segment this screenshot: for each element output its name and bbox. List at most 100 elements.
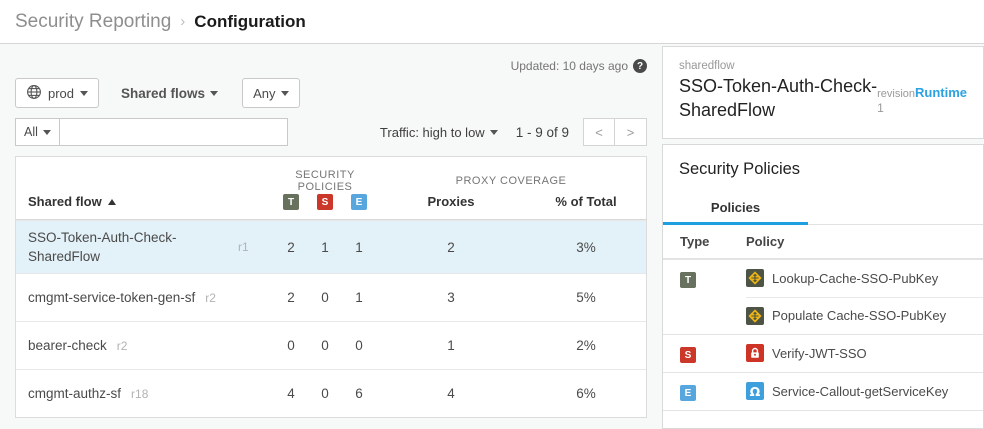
prev-page-button[interactable]: < xyxy=(583,118,615,146)
s-count: 0 xyxy=(321,386,329,401)
e-count: 1 xyxy=(355,290,363,305)
s-count: 1 xyxy=(321,239,329,255)
chevron-down-icon xyxy=(489,129,498,135)
scope-dropdown-label: Shared flows xyxy=(121,85,206,101)
proxies-count: 4 xyxy=(447,386,455,401)
s-count: 0 xyxy=(321,338,329,353)
badge-traffic-mgmt-icon: T xyxy=(283,194,299,211)
column-header-pct-of-total: % of Total xyxy=(555,194,617,209)
report-pane: Updated: 10 days ago ? prod Sha xyxy=(0,44,662,429)
sort-ascending-icon xyxy=(107,198,116,205)
badge-security-icon: S xyxy=(680,347,696,364)
proxies-count: 2 xyxy=(447,239,455,255)
table-row[interactable]: cmgmt-service-token-gen-sf r2 2 0 1 3 5% xyxy=(16,273,646,321)
proxies-count: 3 xyxy=(447,290,455,305)
chevron-right-icon: > xyxy=(626,124,635,140)
search-input[interactable] xyxy=(59,118,288,146)
environment-dropdown-label: prod xyxy=(48,85,75,101)
detail-title: SSO-Token-Auth-Check-SharedFlow xyxy=(679,76,878,121)
revision-label: revision xyxy=(877,88,915,100)
badge-traffic-mgmt-icon: T xyxy=(680,272,696,289)
policy-group: S Verify-JWT-SSO xyxy=(663,333,983,372)
traffic-sort-dropdown[interactable]: Traffic: high to low xyxy=(380,125,498,140)
lock-icon xyxy=(746,344,764,363)
shared-flows-table: SECURITY POLICIES PROXY COVERAGE Shared … xyxy=(15,156,647,418)
shared-flow-name: bearer-check xyxy=(28,338,107,353)
page-title: Configuration xyxy=(194,11,306,31)
t-count: 4 xyxy=(287,386,295,401)
next-page-button[interactable]: > xyxy=(615,118,647,146)
revision-tag: r1 xyxy=(238,240,249,254)
chevron-down-icon xyxy=(80,90,89,96)
breadcrumb-separator: › xyxy=(180,13,186,30)
group-header-security-policies: SECURITY POLICIES xyxy=(295,169,355,193)
cache-icon xyxy=(746,269,764,288)
section-title: Security Policies xyxy=(679,159,801,178)
policy-name: Service-Callout-getServiceKey xyxy=(772,383,949,399)
s-count: 0 xyxy=(321,290,329,305)
pct-of-total: 5% xyxy=(576,290,596,305)
e-count: 6 xyxy=(355,386,363,401)
e-count: 0 xyxy=(355,338,363,353)
proxies-count: 1 xyxy=(447,338,455,353)
policy-column-type: Type xyxy=(680,233,710,249)
table-row[interactable]: bearer-check r2 0 0 0 1 2% xyxy=(16,321,646,369)
column-header-shared-flow[interactable]: Shared flow xyxy=(16,194,274,209)
policy-name: Verify-JWT-SSO xyxy=(772,345,867,361)
pagination-range: 1 - 9 of 9 xyxy=(515,124,569,140)
pct-of-total: 6% xyxy=(576,386,596,401)
policy-row: Ω Service-Callout-getServiceKey xyxy=(746,373,983,410)
policy-row: Populate Cache-SSO-PubKey xyxy=(746,296,983,334)
search-scope-dropdown[interactable]: All xyxy=(15,118,60,146)
detail-type-label: sharedflow xyxy=(679,60,735,72)
group-header-proxy-coverage: PROXY COVERAGE xyxy=(455,175,567,187)
help-icon[interactable]: ? xyxy=(633,59,647,73)
service-callout-icon: Ω xyxy=(746,382,764,401)
column-header-proxies: Proxies xyxy=(427,194,475,209)
breadcrumb-parent-link[interactable]: Security Reporting xyxy=(15,10,172,32)
shared-flow-name: cmgmt-service-token-gen-sf xyxy=(28,290,196,305)
any-filter-label: Any xyxy=(253,85,276,101)
updated-timestamp: Updated: 10 days ago xyxy=(510,59,628,73)
tab-active-indicator xyxy=(663,221,808,225)
tab-policies[interactable]: Policies xyxy=(710,199,761,215)
t-count: 2 xyxy=(287,239,295,255)
chevron-down-icon xyxy=(281,90,290,96)
globe-icon xyxy=(26,84,42,103)
detail-header-card: sharedflow SSO-Token-Auth-Check-SharedFl… xyxy=(662,46,984,139)
policy-group: E Ω Service-Callout-getServiceKey xyxy=(663,371,983,410)
shared-flow-name: cmgmt-authz-sf xyxy=(28,386,122,401)
scope-dropdown[interactable]: Shared flows xyxy=(121,85,219,101)
policy-name: Lookup-Cache-SSO-PubKey xyxy=(772,270,939,286)
chevron-down-icon xyxy=(42,129,51,135)
table-row[interactable]: cmgmt-authz-sf r18 4 0 6 4 6% xyxy=(16,369,646,417)
cache-icon xyxy=(746,306,764,325)
table-row[interactable]: SSO-Token-Auth-Check-SharedFlow r1 2 1 1… xyxy=(16,220,646,273)
revision-tag: r18 xyxy=(131,386,149,401)
revision-tag: r2 xyxy=(116,338,128,353)
chevron-left-icon: < xyxy=(595,124,603,140)
badge-security-icon: S xyxy=(317,194,333,211)
security-policies-card: Security Policies Policies Type Policy T xyxy=(662,143,984,429)
top-bar: Security Reporting › Configuration xyxy=(0,0,984,44)
badge-extension-icon: E xyxy=(351,194,367,211)
e-count: 1 xyxy=(355,239,363,255)
pct-of-total: 2% xyxy=(576,338,596,353)
policy-group: T Lookup-Cache-SSO-PubKey xyxy=(663,258,983,334)
runtime-link[interactable]: Runtime xyxy=(915,85,967,100)
traffic-sort-label: Traffic: high to low xyxy=(379,124,485,140)
any-filter-dropdown[interactable]: Any xyxy=(242,78,301,108)
detail-panel: sharedflow SSO-Token-Auth-Check-SharedFl… xyxy=(662,44,984,429)
pct-of-total: 3% xyxy=(576,239,596,255)
revision-value: 1 xyxy=(877,101,884,115)
t-count: 0 xyxy=(287,338,295,353)
t-count: 2 xyxy=(287,290,295,305)
revision-tag: r2 xyxy=(205,290,216,305)
badge-extension-icon: E xyxy=(680,385,696,402)
shared-flow-name: SSO-Token-Auth-Check-SharedFlow xyxy=(28,230,177,264)
policy-name: Populate Cache-SSO-PubKey xyxy=(772,308,947,324)
chevron-down-icon xyxy=(210,90,219,96)
policy-column-policy: Policy xyxy=(746,233,785,249)
search-scope-label: All xyxy=(24,125,38,139)
environment-dropdown[interactable]: prod xyxy=(15,78,100,108)
